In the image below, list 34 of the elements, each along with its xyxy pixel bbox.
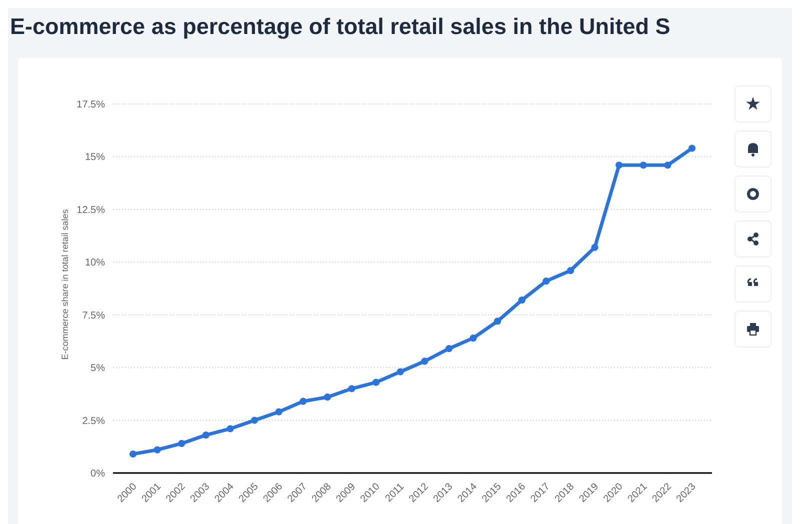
point	[542, 278, 550, 285]
point	[470, 334, 477, 342]
point	[226, 425, 234, 432]
point	[494, 318, 502, 325]
y-tick-label: 2.5%	[82, 416, 106, 427]
point	[421, 358, 428, 365]
y-tick-label: 15%	[84, 152, 106, 164]
point	[640, 162, 647, 169]
point	[688, 144, 696, 152]
y-tick-label: 10%	[84, 258, 106, 269]
y-tick-label: 17.5%	[76, 100, 106, 110]
point	[518, 296, 526, 304]
point	[178, 440, 186, 448]
point	[591, 244, 598, 251]
point	[566, 267, 574, 274]
point	[372, 378, 380, 386]
y-tick-label: 0%	[90, 468, 106, 480]
point	[250, 416, 258, 424]
point	[348, 385, 356, 392]
point	[324, 394, 332, 401]
chart-title: E-commerce as percentage of total retail sales in the United S	[10, 14, 670, 39]
y-tick-label: 7.5%	[82, 310, 106, 322]
point	[129, 450, 137, 458]
point	[300, 398, 307, 405]
point	[154, 446, 161, 454]
point	[664, 162, 672, 169]
point	[396, 368, 404, 376]
y-tick-label: 5%	[90, 363, 106, 374]
y-tick-label: 12.5%	[76, 204, 106, 216]
point	[275, 408, 282, 416]
point	[202, 431, 210, 439]
y-axis-title: E-commerce share in total retail sales	[60, 208, 70, 360]
point	[445, 345, 453, 352]
point	[616, 162, 623, 169]
